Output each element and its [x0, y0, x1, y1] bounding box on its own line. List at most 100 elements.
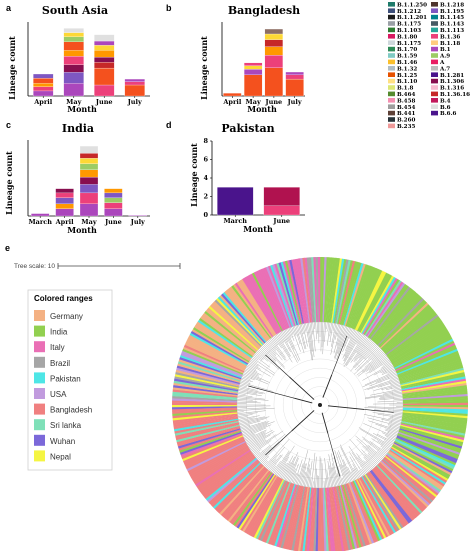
range-label: Bangladesh	[50, 406, 92, 415]
tree-leaf-branch	[261, 456, 269, 464]
colored-range-strip	[340, 484, 360, 549]
tree-leaf-branch	[238, 417, 255, 421]
tree-leaf-branch	[373, 364, 393, 376]
tree-leaf-branch	[259, 348, 277, 365]
colored-range-strip	[396, 436, 457, 464]
colored-range-strip	[263, 481, 290, 543]
bars-a: April May June July	[27, 22, 150, 106]
tree-leaf-branch	[346, 336, 367, 367]
bar-segment	[244, 74, 263, 97]
colored-range-strip	[386, 453, 440, 495]
colored-range-strip	[217, 296, 264, 346]
legend-swatch	[388, 46, 395, 52]
legend-swatch	[431, 34, 438, 39]
colored-range-strip	[182, 435, 244, 462]
tree-leaf-branch	[381, 384, 401, 390]
tree-leaf-branch	[272, 461, 281, 473]
colored-range-strip	[394, 340, 455, 371]
colored-range-strip	[400, 424, 464, 443]
colored-range-strip	[241, 475, 278, 533]
colored-range-strip	[179, 430, 242, 453]
legend-entry: A	[439, 60, 445, 66]
colored-range-strip	[229, 286, 271, 340]
colored-range-strip	[350, 481, 377, 543]
colored-range-strip	[255, 479, 286, 540]
tree-leaf-branch	[250, 359, 275, 376]
tree-leaf-branch	[328, 477, 331, 488]
tree-leaf-branch	[324, 478, 326, 488]
colored-range-strip	[379, 461, 429, 508]
colored-range-strip	[181, 433, 243, 460]
colored-range-strip	[198, 452, 253, 492]
colored-range-strip	[172, 400, 238, 404]
colored-range-strip	[173, 414, 238, 425]
tree-leaf-branch	[321, 463, 324, 488]
bar-segment	[264, 28, 283, 35]
tree-leaf-branch	[336, 325, 344, 347]
tree-leaf-branch	[269, 338, 287, 361]
bars-d: 0 2 4 6 8 March June	[203, 137, 305, 225]
colored-range-strip	[183, 346, 244, 374]
colored-range-strip	[246, 275, 280, 334]
legend-entry: B.235	[397, 124, 415, 130]
colored-range-strip	[399, 425, 464, 445]
tree-leaf-branch	[342, 328, 353, 353]
legend-entry: B.441	[397, 111, 415, 117]
tree-leaf-branch	[253, 449, 261, 456]
legend-entry: B.1.10	[397, 79, 417, 85]
tree-leaf-branch	[284, 329, 295, 350]
colored-range-strip	[339, 485, 358, 549]
tree-leaf-branch	[286, 329, 301, 361]
legend-entry: B.1.103	[397, 28, 421, 34]
bar-segment	[128, 215, 147, 217]
tree-leaf-branch	[364, 371, 396, 386]
colored-range-strip	[308, 257, 316, 323]
tree-leaf-branch	[268, 339, 286, 361]
colored-range-strip	[386, 452, 442, 493]
legend-swatch	[388, 53, 395, 58]
tree-leaf-branch	[381, 368, 395, 375]
colored-range-strip	[226, 289, 269, 341]
tree-leaf-branch	[301, 324, 304, 334]
colored-range-strip	[227, 469, 270, 523]
tree-leaf-branch	[238, 389, 264, 395]
panel-c-india: c India Lineage count Month March April Ma…	[4, 120, 150, 235]
circular-tree	[172, 257, 468, 551]
panel-a-south-asia: a South Asia Lineage count Month April Ma…	[6, 3, 150, 114]
colored-range-strip	[181, 350, 243, 376]
tree-leaf-branch	[337, 326, 348, 354]
colored-range-strip	[222, 467, 267, 518]
legend-swatch	[388, 104, 395, 109]
colored-range-strip	[399, 361, 463, 382]
tree-leaf-branch	[283, 330, 299, 362]
tree-leaf-branch	[371, 438, 390, 451]
colored-range-strip	[253, 479, 285, 539]
colored-range-strip	[385, 454, 439, 496]
range-label: USA	[50, 390, 67, 399]
colored-range-strip	[385, 314, 439, 356]
colored-range-strip	[336, 259, 352, 324]
colored-range-strip	[326, 257, 334, 323]
colored-range-strip	[378, 462, 427, 510]
tree-leaf-branch	[298, 450, 309, 486]
tree-leaf-branch	[344, 332, 361, 362]
x-tick-label: June	[104, 218, 122, 226]
tree-leaf-branch	[248, 362, 261, 370]
colored-range-strip	[200, 315, 254, 357]
legend-entry: B.1.18	[440, 41, 460, 47]
bar-segment	[63, 56, 84, 65]
tree-leaf-branch	[311, 322, 313, 335]
panel-label-d: d	[166, 120, 172, 130]
tree-leaf-branch	[245, 368, 260, 376]
tree-leaf-branch	[353, 349, 382, 375]
colored-range-strip	[379, 302, 429, 349]
tree-leaf-branch	[379, 397, 403, 400]
colored-range-strip	[388, 450, 444, 489]
colored-range-strip	[401, 419, 466, 434]
bar-segment	[79, 192, 99, 204]
chart-title-a: South Asia	[42, 4, 108, 17]
tree-leaf-branch	[349, 438, 375, 468]
colored-range-strip	[319, 487, 323, 551]
bar-segment	[33, 73, 54, 79]
colored-range-strip	[354, 270, 385, 331]
